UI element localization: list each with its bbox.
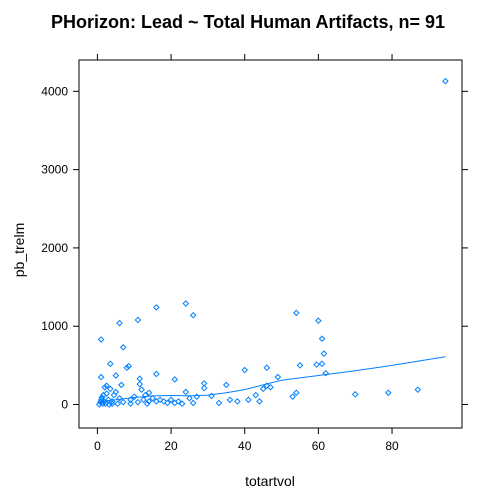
data-point xyxy=(241,366,249,374)
data-point xyxy=(101,383,109,391)
data-point xyxy=(320,350,328,357)
x-tick-label: 20 xyxy=(164,439,178,453)
data-point xyxy=(296,362,304,369)
y-axis: 0 1000 2000 3000 4000 xyxy=(41,84,468,412)
data-point xyxy=(318,335,326,343)
data-point xyxy=(134,398,142,406)
data-point xyxy=(223,381,230,389)
data-point xyxy=(149,394,156,402)
data-point xyxy=(106,385,114,393)
data-point xyxy=(123,364,131,372)
data-point xyxy=(414,386,422,393)
data-point xyxy=(252,391,260,399)
data-point xyxy=(127,396,134,404)
data-point xyxy=(105,401,113,408)
data-point xyxy=(318,360,326,368)
data-point xyxy=(116,394,123,402)
y-tick-label: 2000 xyxy=(41,241,68,255)
x-axis-label: totartvol xyxy=(245,473,295,489)
data-point xyxy=(263,364,271,372)
data-point xyxy=(274,373,282,381)
data-point xyxy=(119,398,127,406)
smoother-line xyxy=(99,356,446,402)
data-point xyxy=(127,400,134,408)
data-point xyxy=(106,360,114,368)
data-point xyxy=(178,400,186,408)
data-point xyxy=(182,300,190,307)
data-point xyxy=(442,77,449,85)
data-point xyxy=(313,361,320,368)
data-point xyxy=(153,370,160,378)
x-tick-label: 80 xyxy=(385,439,399,453)
chart-title: PHorizon: Lead ~ Total Human Artifacts, … xyxy=(51,12,445,32)
data-point xyxy=(145,398,153,405)
data-point xyxy=(289,393,296,400)
y-axis-label: pb_trelm xyxy=(11,223,27,277)
data-point xyxy=(256,398,263,405)
y-tick-label: 4000 xyxy=(41,84,68,98)
y-tick-label: 1000 xyxy=(41,319,68,333)
y-tick-label: 3000 xyxy=(41,163,68,177)
x-tick-label: 60 xyxy=(312,439,326,453)
data-point xyxy=(134,316,142,324)
x-axis: 0 20 40 60 80 xyxy=(94,54,399,453)
data-point xyxy=(175,398,182,405)
data-point xyxy=(141,391,149,399)
data-point xyxy=(136,375,144,382)
data-point xyxy=(234,398,241,405)
y-tick-label: 0 xyxy=(61,398,68,412)
data-point xyxy=(315,317,322,325)
data-point xyxy=(145,389,153,397)
data-point xyxy=(130,393,138,400)
data-point xyxy=(125,362,133,370)
data-point xyxy=(112,388,120,396)
x-tick-label: 40 xyxy=(238,439,252,453)
data-point xyxy=(385,389,392,397)
data-point xyxy=(119,344,127,351)
data-point xyxy=(292,309,300,317)
data-point xyxy=(98,394,106,401)
data-point xyxy=(97,336,105,343)
data-point xyxy=(245,396,252,404)
data-point xyxy=(102,400,109,408)
data-point xyxy=(112,372,120,379)
data-point xyxy=(103,390,110,397)
x-tick-label: 0 xyxy=(94,439,101,453)
data-point xyxy=(189,311,197,319)
data-points xyxy=(95,77,449,408)
data-point xyxy=(189,399,197,407)
data-point xyxy=(171,376,179,383)
data-point xyxy=(114,400,121,408)
data-point xyxy=(118,381,125,389)
data-point xyxy=(259,385,267,393)
data-point xyxy=(156,396,164,404)
data-point xyxy=(351,391,359,398)
data-point xyxy=(193,393,201,400)
data-point xyxy=(267,383,274,391)
data-point xyxy=(136,380,144,388)
data-point xyxy=(200,384,208,392)
data-point xyxy=(138,386,145,393)
data-point xyxy=(103,382,110,390)
plot-frame xyxy=(78,59,463,429)
data-point xyxy=(322,369,330,377)
data-point xyxy=(143,400,151,408)
data-point xyxy=(182,388,190,396)
data-point xyxy=(167,396,175,404)
data-point xyxy=(108,400,116,408)
data-point xyxy=(140,396,147,404)
data-point xyxy=(186,394,193,402)
data-point xyxy=(153,304,160,311)
data-point xyxy=(97,373,105,381)
data-point xyxy=(116,319,123,327)
data-point xyxy=(226,396,234,404)
data-point xyxy=(292,389,300,397)
data-point xyxy=(164,399,171,407)
data-point xyxy=(215,399,223,407)
